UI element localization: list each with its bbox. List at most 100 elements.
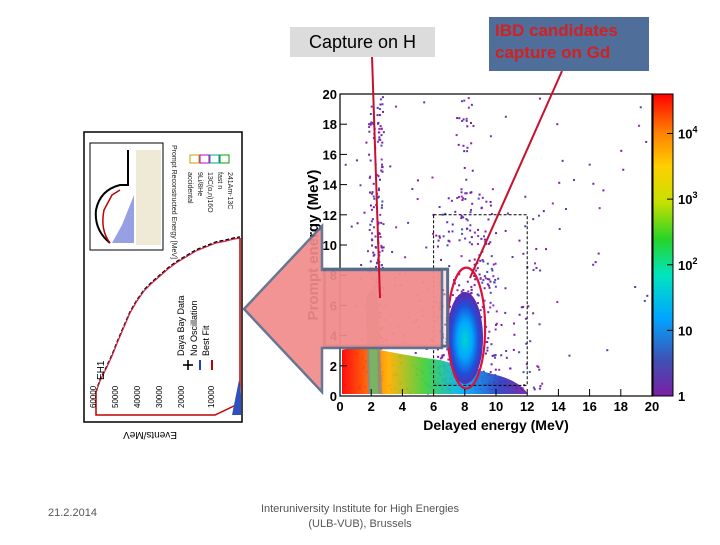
scatter-point: [487, 311, 490, 314]
inset-y-tick-label: 60000: [89, 385, 98, 408]
inset-fit-curve: [95, 237, 241, 393]
scatter-point: [457, 195, 460, 198]
scatter-point: [456, 117, 459, 120]
scatter-point: [478, 193, 481, 196]
scatter-point: [606, 349, 609, 352]
scatter-point: [476, 267, 479, 270]
y-tick-label: 10: [323, 238, 337, 253]
y-tick-label: 16: [323, 147, 337, 162]
scatter-point: [451, 294, 454, 297]
scatter-point: [602, 189, 605, 192]
scatter-point: [486, 283, 489, 286]
scatter-point: [464, 192, 467, 195]
scatter-point: [490, 267, 493, 270]
scatter-point: [494, 285, 497, 288]
y-tick-label: 18: [323, 117, 337, 132]
scatter-point: [479, 259, 482, 262]
scatter-point: [524, 195, 527, 198]
x-tick-label: 20: [645, 399, 659, 414]
scatter-point: [432, 213, 435, 216]
scatter-point: [537, 365, 540, 368]
scatter-point: [525, 363, 528, 366]
scatter-point: [536, 365, 539, 368]
colorbar-tick-label: 104: [678, 125, 697, 142]
scatter-point: [467, 290, 470, 293]
scatter-point: [504, 115, 507, 118]
scatter-point: [469, 211, 472, 214]
scatter-point: [482, 260, 485, 263]
scatter-point: [437, 239, 440, 242]
scatter-point: [416, 198, 419, 201]
scatter-point: [373, 197, 376, 200]
scatter-point: [482, 279, 485, 282]
scatter-point: [568, 354, 571, 357]
scatter-point: [622, 168, 625, 171]
scatter-point: [492, 275, 495, 278]
scatter-point: [462, 118, 465, 121]
scatter-point: [518, 313, 521, 316]
scatter-point: [461, 228, 464, 231]
scatter-point: [446, 221, 449, 224]
scatter-point: [485, 340, 488, 343]
scatter-point: [551, 202, 554, 205]
scatter-point: [472, 124, 475, 127]
scatter-point: [466, 219, 469, 222]
scatter-point: [473, 274, 476, 277]
inset-spectrum-plot: accidental 9Li/8He 13C(α,n)16O fast n 24…: [83, 131, 243, 440]
scatter-point: [460, 215, 463, 218]
scatter-point: [491, 354, 494, 357]
scatter-point: [513, 333, 516, 336]
y-tick-label: 0: [330, 389, 337, 404]
scatter-point: [533, 388, 536, 391]
scatter-point: [369, 123, 372, 126]
scatter-point: [470, 289, 473, 292]
scatter-point: [449, 305, 452, 308]
scatter-point: [370, 238, 373, 241]
scatter-point: [484, 277, 487, 280]
scatter-point: [389, 165, 392, 168]
scatter-point: [470, 292, 473, 295]
scatter-point: [447, 197, 450, 200]
scatter-point: [380, 169, 383, 172]
scatter-point: [597, 252, 600, 255]
capture-gd-pointer: [469, 70, 563, 279]
scatter-point: [438, 235, 441, 238]
x-axis-label: Delayed energy (MeV): [423, 417, 569, 433]
scatter-point: [539, 269, 542, 272]
scatter-point: [484, 230, 487, 233]
x-tick-label: 16: [582, 399, 596, 414]
scatter-point: [483, 299, 486, 302]
scatter-point: [532, 386, 535, 389]
scatter-point: [369, 113, 372, 116]
scatter-point: [378, 108, 381, 111]
scatter-point: [483, 235, 486, 238]
scatter-point: [638, 124, 641, 127]
inset-y-tick-label: 20000: [177, 385, 186, 408]
scatter-point: [532, 312, 535, 315]
inset-inner-legend-item: accidental: [186, 172, 193, 204]
scatter-point: [489, 241, 492, 244]
inset-legend-item: Best Fit: [201, 325, 211, 356]
scatter-point: [485, 200, 488, 203]
scatter-point: [379, 213, 382, 216]
scatter-point: [542, 210, 545, 213]
scatter-point: [375, 262, 378, 265]
scatter-point: [469, 121, 472, 124]
scatter-point: [453, 282, 456, 285]
scatter-point: [460, 188, 463, 191]
scatter-point: [471, 202, 474, 205]
scatter-point: [368, 153, 371, 156]
scatter-point: [450, 199, 453, 202]
scatter-point: [494, 278, 497, 281]
scatter-point: [467, 97, 470, 100]
scatter-point: [478, 273, 481, 276]
scatter-point: [369, 159, 372, 162]
scatter-point: [474, 278, 477, 281]
scatter-point: [372, 195, 375, 198]
scatter-point: [465, 178, 468, 181]
scatter-point: [370, 208, 373, 211]
scatter-point: [634, 286, 637, 289]
scatter-point: [539, 385, 542, 388]
scatter-point: [377, 122, 380, 125]
